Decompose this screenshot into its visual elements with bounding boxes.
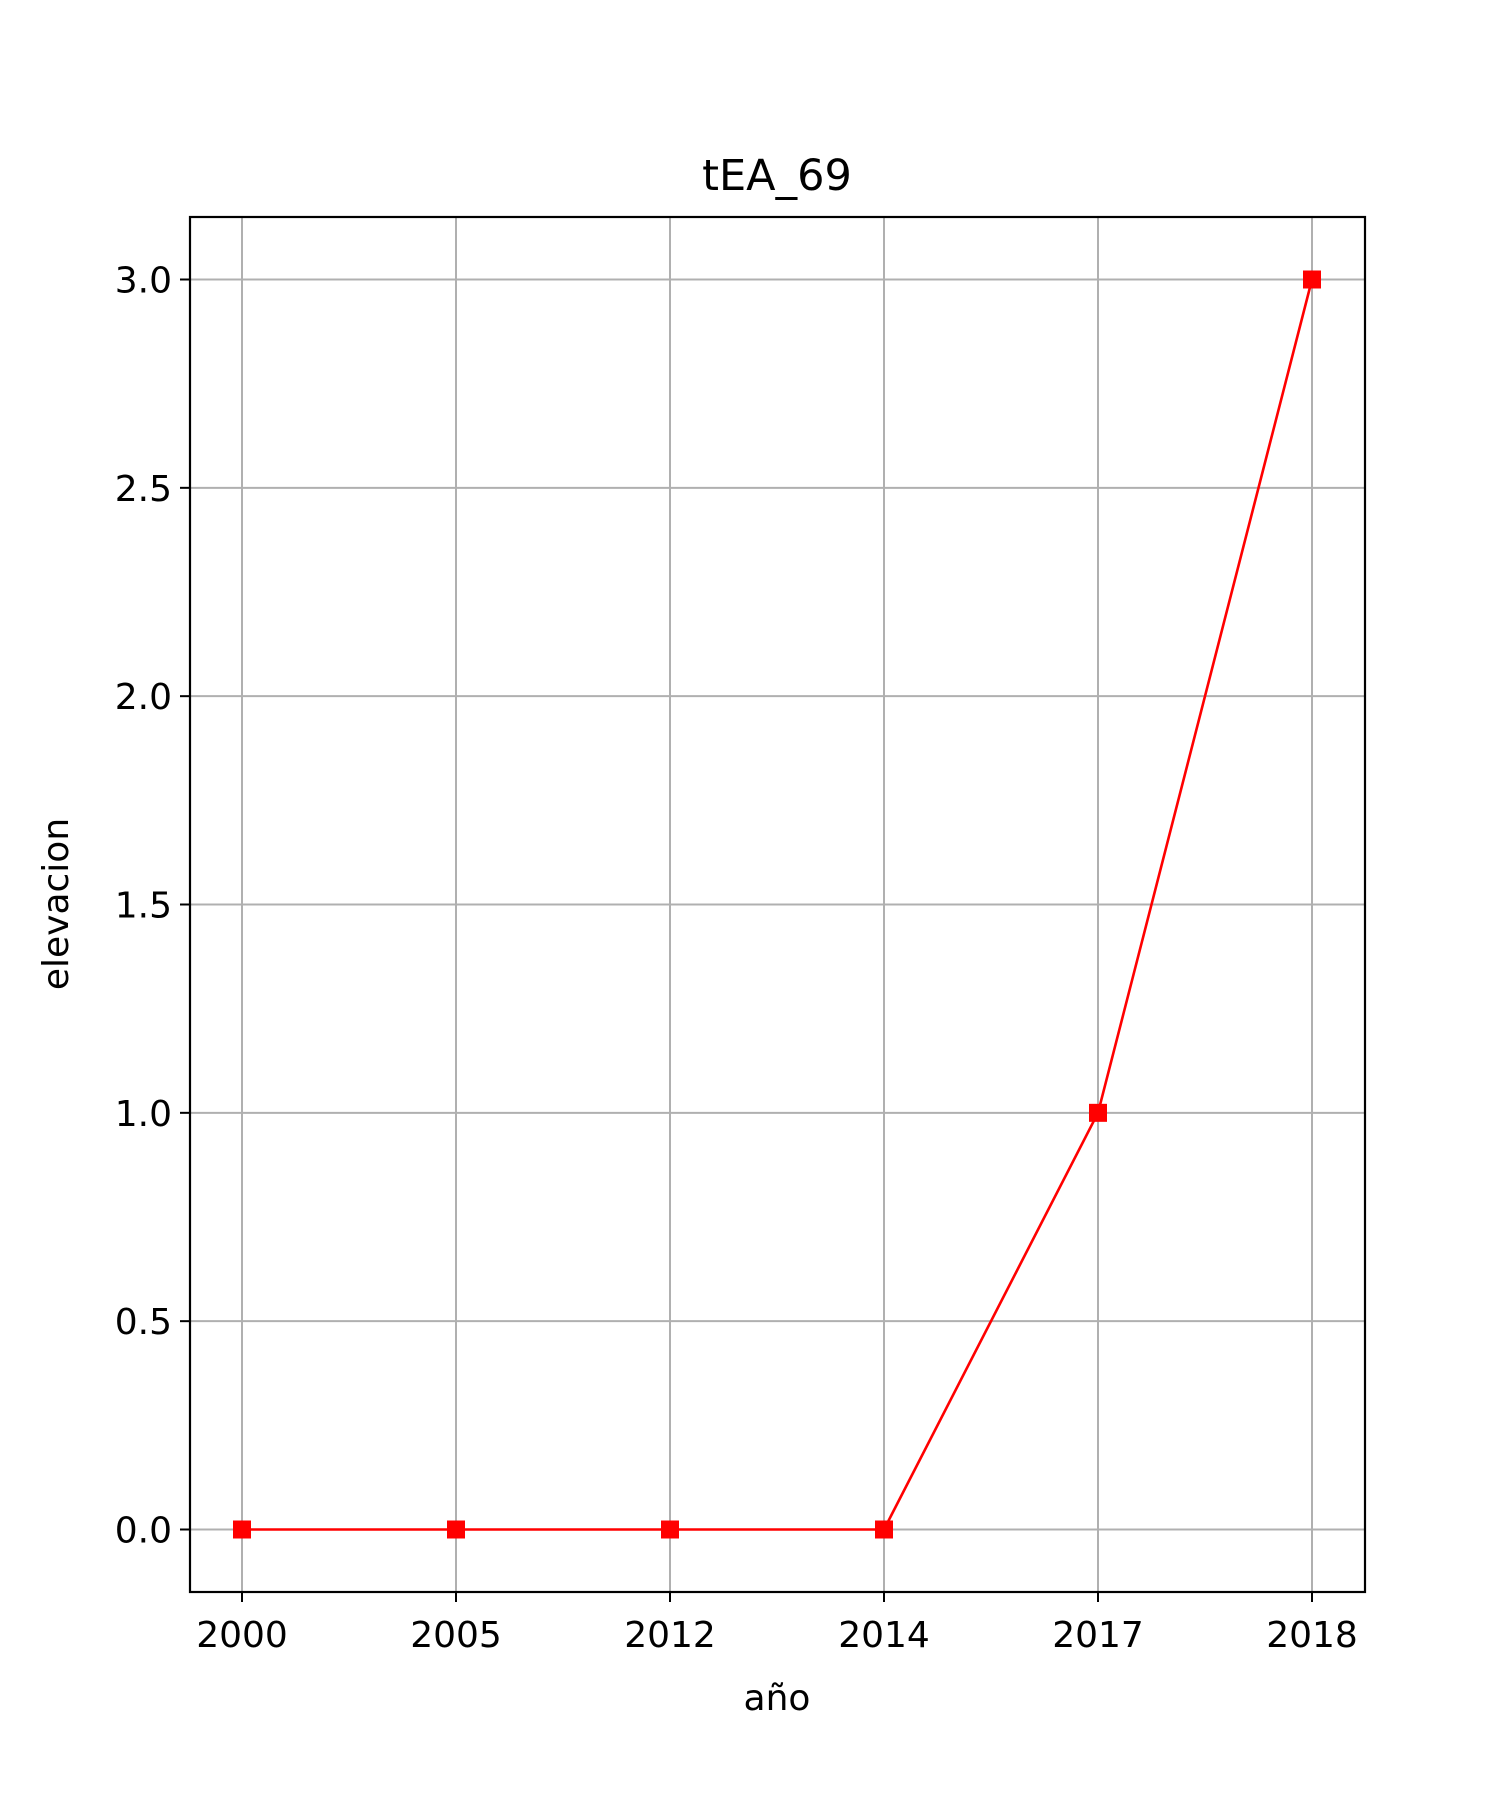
data-point-marker — [1303, 270, 1321, 289]
x-tick-label: 2000 — [196, 1615, 288, 1656]
x-axis-ticks: 2000 2005 2012 2014 2017 2018 — [196, 1592, 1358, 1656]
data-point-marker — [233, 1520, 251, 1539]
x-tick-label: 2017 — [1052, 1615, 1144, 1656]
data-point-marker — [661, 1520, 679, 1539]
x-axis-label: año — [744, 1678, 811, 1719]
y-tick-label: 3.0 — [115, 261, 172, 302]
y-tick-label: 1.0 — [115, 1094, 172, 1135]
series-line — [242, 279, 1314, 1531]
x-tick-label: 2005 — [410, 1615, 502, 1656]
data-point-marker — [447, 1520, 465, 1539]
y-tick-label: 2.5 — [115, 469, 172, 510]
y-axis-ticks: 0.0 0.5 1.0 1.5 2.0 2.5 3.0 — [115, 261, 190, 1552]
x-tick-label: 2012 — [624, 1615, 716, 1656]
grid — [190, 217, 1365, 1592]
y-axis-label: elevacion — [36, 818, 77, 990]
x-tick-label: 2014 — [838, 1615, 930, 1656]
series — [233, 270, 1321, 1539]
y-tick-label: 2.0 — [115, 677, 172, 718]
y-tick-label: 0.5 — [115, 1302, 172, 1343]
data-point-marker — [875, 1520, 893, 1539]
y-tick-label: 1.5 — [115, 886, 172, 927]
data-point-marker — [1089, 1103, 1107, 1122]
y-tick-label: 0.0 — [115, 1511, 172, 1552]
x-tick-label: 2018 — [1266, 1615, 1358, 1656]
chart-title: tEA_69 — [702, 151, 852, 201]
